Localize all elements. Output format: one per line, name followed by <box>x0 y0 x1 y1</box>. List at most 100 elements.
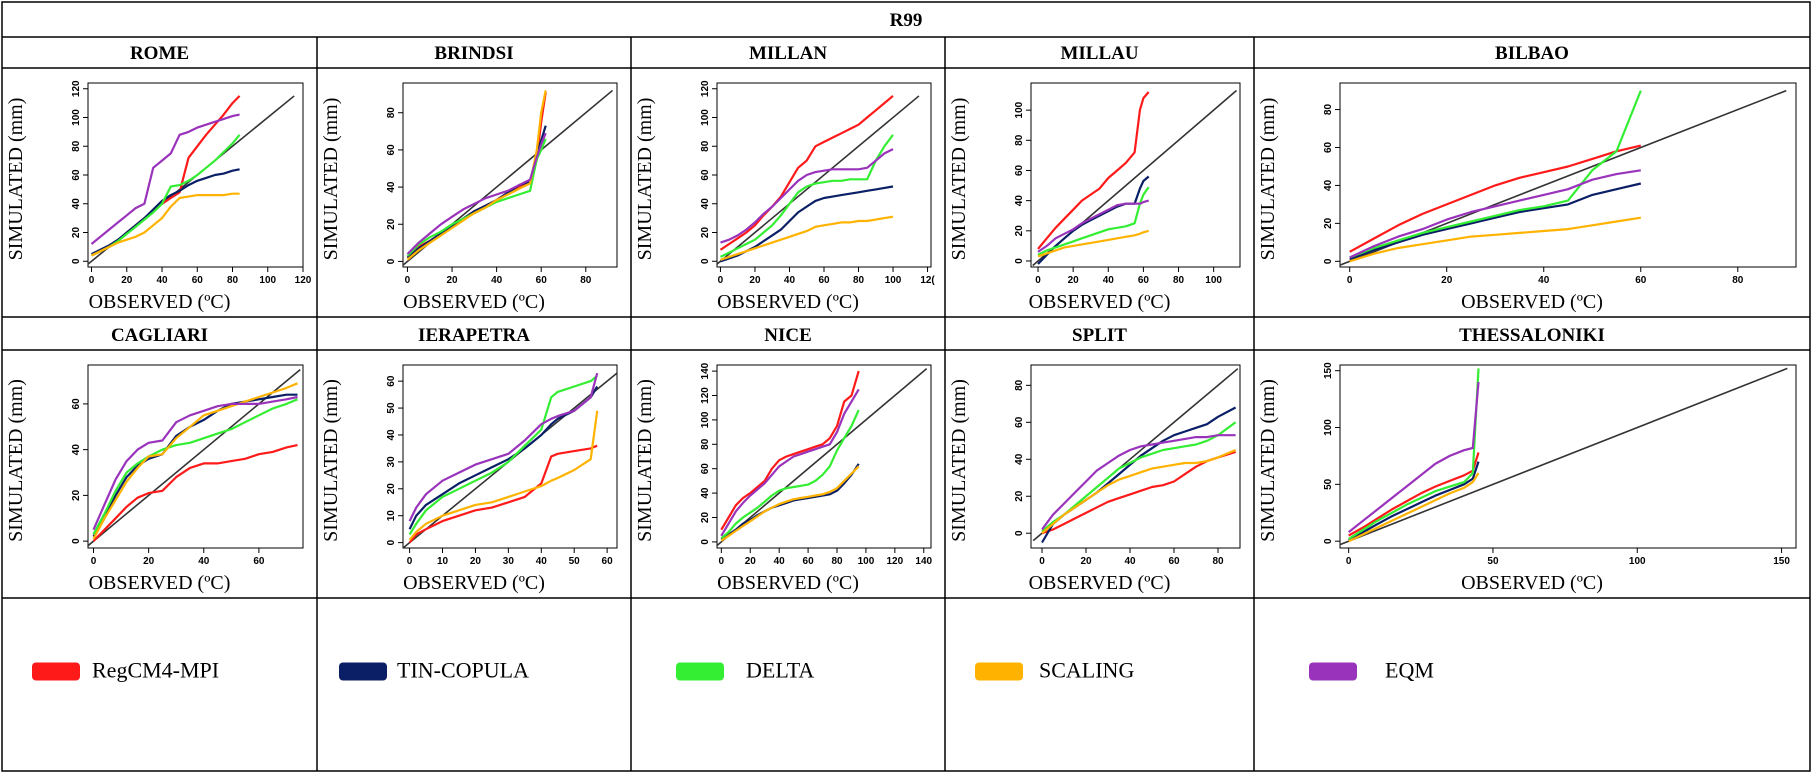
y-tick-label: 120 <box>700 387 711 404</box>
x-tick-label: 20 <box>1068 275 1080 286</box>
y-tick-label: 60 <box>71 398 82 410</box>
panel-title: MILLAN <box>749 43 827 64</box>
y-tick-label: 40 <box>1014 195 1025 207</box>
x-tick-label: 20 <box>749 275 761 286</box>
x-tick-label: 60 <box>1635 275 1647 286</box>
y-tick-label: 150 <box>1323 362 1334 379</box>
y-tick-label: 20 <box>71 227 82 239</box>
x-tick-label: 20 <box>745 556 757 567</box>
series-eqm <box>1041 434 1236 531</box>
x-tick-label: 150 <box>1773 556 1790 567</box>
x-tick-label: 80 <box>853 275 865 286</box>
legend-swatch <box>676 662 724 681</box>
y-tick-label: 50 <box>1323 478 1334 490</box>
series-delta <box>91 134 241 257</box>
x-axis-label: OBSERVED (ºC) <box>1461 572 1603 594</box>
x-tick-label: 0 <box>407 556 413 567</box>
y-tick-label: 80 <box>700 140 711 152</box>
x-tick-label: 0 <box>1035 275 1041 286</box>
x-axis-label: OBSERVED (ºC) <box>403 291 545 313</box>
panel-nice: NICE SIMULATED (mm) OBSERVED (ºC) 0 20 40 60 80… <box>634 325 933 594</box>
y-tick-label: 60 <box>386 144 397 156</box>
series-eqm <box>1037 199 1149 253</box>
series-eqm <box>1349 169 1641 259</box>
x-tick-label: 120 <box>295 275 312 286</box>
legend-item-scaling: SCALING <box>975 658 1134 683</box>
x-axis-label: OBSERVED (ºC) <box>89 572 231 594</box>
reference-diagonal <box>1340 367 1788 546</box>
y-tick-label: 0 <box>1323 538 1334 544</box>
plot-frame <box>716 364 932 549</box>
legend-label: RegCM4-MPI <box>92 658 219 683</box>
series-scaling <box>1349 216 1641 263</box>
y-axis-label: SIMULATED (mm) <box>5 98 27 261</box>
x-tick-label: 30 <box>503 556 515 567</box>
x-tick-label: 40 <box>491 275 503 286</box>
plot-frame <box>402 364 618 549</box>
x-axis-label: OBSERVED (ºC) <box>403 572 545 594</box>
series-scaling <box>1041 448 1237 535</box>
plot-lines <box>1340 367 1788 546</box>
plot-lines <box>1032 89 1238 267</box>
y-tick-label: 40 <box>1323 179 1334 191</box>
x-tick-label: 60 <box>602 556 614 567</box>
y-axis-label: SIMULATED (mm) <box>320 98 342 261</box>
panel-title: IERAPETRA <box>418 325 530 346</box>
x-tick-label: 40 <box>198 556 210 567</box>
series-regcm4-mpi <box>1037 91 1150 250</box>
x-axis-label: OBSERVED (ºC) <box>717 291 859 313</box>
plot-lines <box>403 372 617 548</box>
plot-lines <box>717 368 928 547</box>
y-axis-label: SIMULATED (mm) <box>1257 98 1279 261</box>
series-regcm4-mpi <box>1348 452 1480 537</box>
plot-lines <box>1340 89 1787 266</box>
y-tick-label: 100 <box>1014 101 1025 118</box>
y-tick-label: 40 <box>71 198 82 210</box>
plot-lines <box>1032 368 1239 544</box>
plot-frame <box>1030 364 1241 549</box>
x-tick-label: 0 <box>1347 275 1353 286</box>
x-tick-label: 100 <box>1205 275 1222 286</box>
legend-swatch <box>339 662 387 681</box>
x-tick-label: 40 <box>774 556 786 567</box>
series-delta <box>1348 368 1480 540</box>
reference-diagonal <box>717 368 928 547</box>
legend: RegCM4-MPI TIN-COPULA DELTA SCALING EQM <box>32 658 1434 683</box>
y-tick-label: 20 <box>386 483 397 495</box>
y-tick-label: 40 <box>386 181 397 193</box>
y-tick-label: 60 <box>700 169 711 181</box>
x-tick-label: 0 <box>1039 556 1045 567</box>
panel-title: MILLAU <box>1060 43 1138 64</box>
y-tick-label: 100 <box>1323 419 1334 436</box>
y-tick-label: 20 <box>71 489 82 501</box>
y-tick-label: 100 <box>71 109 82 126</box>
y-tick-label: 50 <box>386 402 397 414</box>
x-tick-label: 40 <box>536 556 548 567</box>
y-tick-label: 20 <box>700 227 711 239</box>
series-eqm <box>1348 381 1480 533</box>
series-regcm4-mpi <box>720 370 860 531</box>
panel-millan: MILLAN SIMULATED (mm) OBSERVED (ºC) 0 20 40 60… <box>634 43 935 313</box>
series-scaling <box>1037 229 1149 258</box>
series-delta <box>1349 90 1642 259</box>
x-tick-label: 60 <box>818 275 830 286</box>
y-tick-label: 40 <box>386 429 397 441</box>
y-tick-label: 60 <box>1014 416 1025 428</box>
x-tick-label: 120 <box>887 556 904 567</box>
series-eqm <box>90 113 240 245</box>
plot-frame <box>1339 82 1797 268</box>
x-tick-label: 20 <box>1441 275 1453 286</box>
x-tick-label: 100 <box>1629 556 1646 567</box>
panel-thessaloniki: THESSALONIKI SIMULATED (mm) OBSERVED (ºC) 0… <box>1257 325 1797 594</box>
reference-diagonal <box>717 95 920 265</box>
series-delta <box>720 134 894 258</box>
series-eqm <box>408 372 599 522</box>
plot-frame <box>1030 82 1241 268</box>
y-tick-label: 0 <box>700 539 711 545</box>
legend-item-regcm4-mpi: RegCM4-MPI <box>32 658 219 683</box>
series-scaling <box>720 465 860 542</box>
y-tick-label: 10 <box>386 510 397 522</box>
